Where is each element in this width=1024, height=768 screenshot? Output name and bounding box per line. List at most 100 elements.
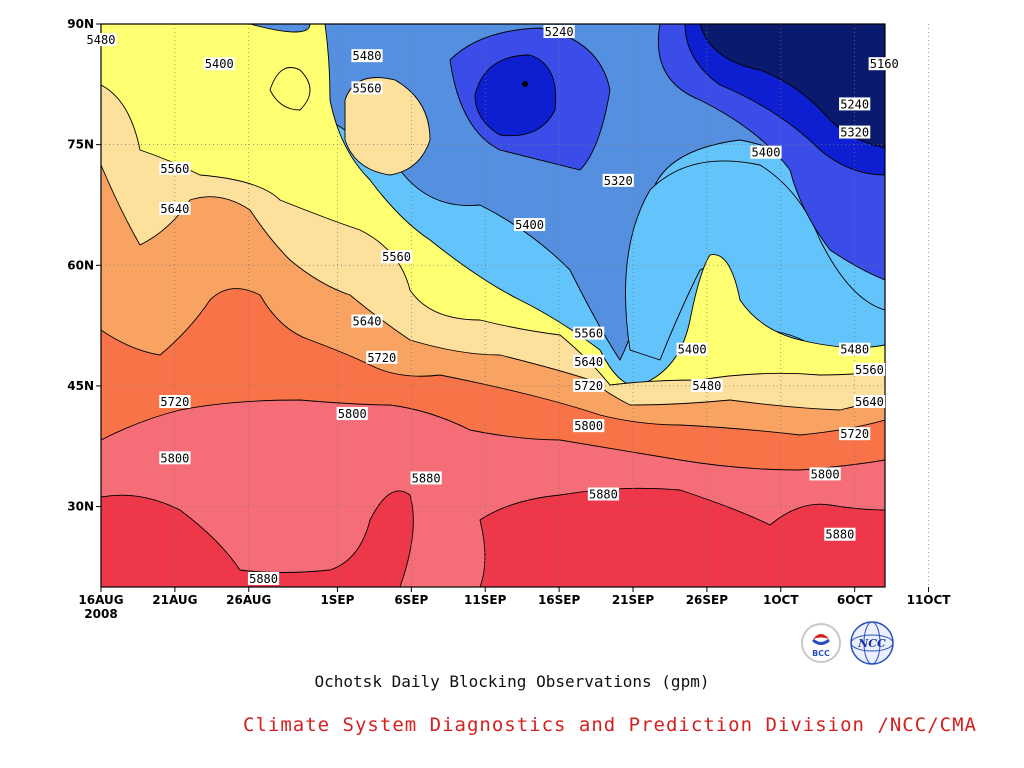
x-tick-label: 11SEP: [464, 593, 507, 607]
contour-label-bg: [587, 487, 620, 501]
band-gt5880-right: [479, 487, 885, 587]
chart-title: Ochotsk Daily Blocking Observations (gpm…: [314, 672, 710, 691]
contour-label: 5400: [678, 343, 707, 357]
x-tick-label: 21SEP: [612, 593, 655, 607]
contour-label: 5640: [160, 202, 189, 216]
contour-label-bg: [573, 354, 605, 368]
contour-label-bg: [573, 419, 605, 433]
y-tick-label: 45N: [67, 379, 94, 393]
contour-label-bg: [602, 173, 634, 187]
contour-label: 5880: [825, 528, 854, 542]
contour-label: 5320: [604, 174, 633, 188]
contour-label-bg: [676, 342, 708, 356]
contour-label: 5480: [87, 33, 116, 47]
contour-label-bg: [336, 407, 368, 421]
contour-label: 5480: [840, 343, 869, 357]
contour-label-bg: [203, 57, 235, 71]
contour-label: 5720: [574, 379, 603, 393]
x-tick-label: 6SEP: [394, 593, 428, 607]
svg-text:NCC: NCC: [857, 637, 886, 650]
y-tick-label: 60N: [67, 258, 94, 272]
contour-label-bg: [839, 125, 871, 139]
contour-label: 5560: [353, 81, 382, 95]
x-tick-label: 21AUG: [152, 593, 197, 607]
contour-label: 5800: [574, 419, 603, 433]
contour-label: 5400: [752, 146, 781, 160]
credit-text: Climate System Diagnostics and Predictio…: [243, 714, 977, 736]
x-tick-label: 11OCT: [907, 593, 952, 607]
contour-label: 5560: [855, 363, 884, 377]
x-tick-label: 1SEP: [320, 593, 354, 607]
band-5560-5640-blob: [344, 77, 431, 176]
contour-label: 5880: [412, 471, 441, 485]
band-5480-5560-blob: [269, 67, 311, 111]
axis-ticks: 16AUG 21AUG 26AUG 1SEP 6SEP 11SEP 16SEP 21SEP 26…: [67, 17, 951, 621]
contour-label-bg: [853, 362, 886, 376]
contour-label: 5800: [338, 407, 367, 421]
contour-labels: 5480 5400 5480 5560 5240 5160 5240 5320 5400 5320…: [85, 25, 900, 586]
logo-group: BCC NCC: [801, 621, 894, 665]
contour-label-bg: [366, 350, 398, 364]
contour-label: 5320: [840, 126, 869, 140]
band-5160-5240-a: [474, 54, 557, 137]
contour-label-bg: [159, 201, 191, 215]
contour-label: 5240: [840, 97, 869, 111]
contour-label-bg: [543, 25, 575, 39]
ncc-logo: NCC: [850, 621, 894, 665]
contour-label-bg: [839, 427, 871, 441]
x-tick-label: 26AUG: [226, 593, 271, 607]
contour-label-bg: [513, 218, 546, 232]
contour-label: 5560: [382, 250, 411, 264]
contour-label: 5160: [870, 57, 899, 71]
bcc-logo: BCC: [801, 623, 841, 663]
contour-label: 5880: [249, 572, 278, 586]
contour-label-bg: [85, 33, 117, 47]
contour-label: 5560: [160, 162, 189, 176]
contour-label-bg: [159, 161, 191, 175]
contour-bands: [101, 24, 885, 587]
contour-label-bg: [691, 378, 723, 392]
contour-label: 5720: [840, 427, 869, 441]
contour-label-bg: [809, 467, 841, 481]
x-tick-label: 1OCT: [763, 593, 799, 607]
contour-label-bg: [573, 326, 605, 340]
contour-label-bg: [839, 342, 871, 356]
contour-label: 5480: [692, 379, 721, 393]
x-tick-label: 16AUG: [78, 593, 123, 607]
contour-label-bg: [853, 395, 886, 409]
grid-lines: [100, 24, 929, 587]
contour-label-bg: [159, 395, 191, 409]
contour-label: 5240: [545, 25, 574, 39]
y-tick-label: 90N: [67, 17, 94, 31]
contour-label-bg: [380, 250, 413, 264]
contour-label: 5640: [855, 395, 884, 409]
svg-text:BCC: BCC: [812, 649, 830, 658]
contour-label-bg: [351, 81, 383, 95]
contour-label: 5560: [574, 327, 603, 341]
x-tick-label: 16SEP: [538, 593, 581, 607]
center-dot: [522, 81, 528, 87]
contour-label: 5640: [574, 355, 603, 369]
contour-label: 5800: [811, 467, 840, 481]
contour-label-bg: [839, 97, 871, 111]
x-year-label: 2008: [84, 607, 117, 621]
contour-label: 5400: [205, 57, 234, 71]
contour-label: 5720: [367, 351, 396, 365]
contour-label-bg: [159, 451, 191, 465]
contour-label-bg: [410, 471, 442, 485]
contour-label-bg: [824, 527, 856, 541]
contour-label-bg: [868, 57, 900, 71]
y-tick-label: 30N: [67, 500, 94, 514]
band-lt5160: [699, 24, 885, 149]
contour-label: 5800: [160, 451, 189, 465]
contour-label-bg: [573, 378, 605, 392]
contour-label: 5480: [353, 49, 382, 63]
x-tick-label: 6OCT: [837, 593, 873, 607]
y-tick-label: 75N: [67, 138, 94, 152]
contour-label-bg: [351, 49, 383, 63]
contour-label-bg: [750, 145, 782, 159]
band-gt5880-left: [101, 490, 414, 587]
contour-label-bg: [247, 571, 280, 585]
contour-label: 5640: [353, 315, 382, 329]
